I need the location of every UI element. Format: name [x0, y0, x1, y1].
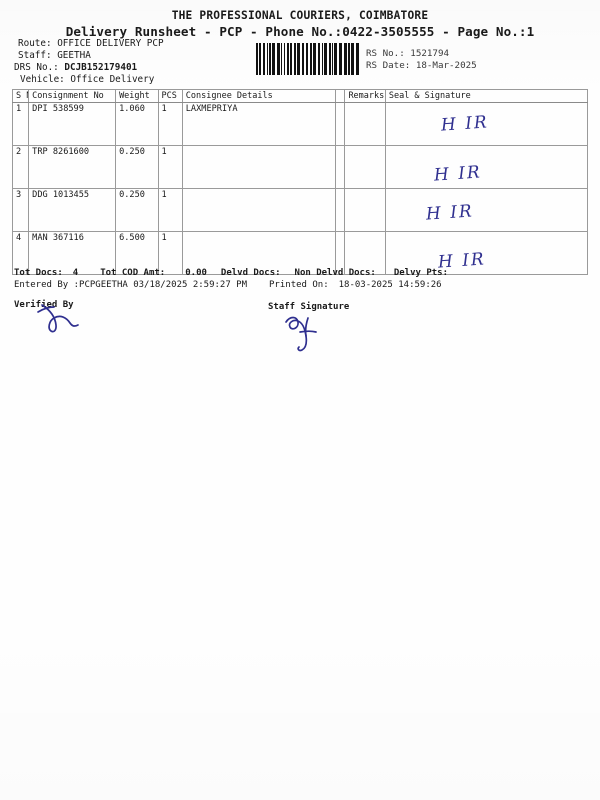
- cell-weight: 6.500: [115, 231, 159, 275]
- table-row: 2 TRP 8261600 0.250 1 H IR: [11, 145, 589, 189]
- delvy-pts-label: Delvy Pts:: [393, 268, 448, 278]
- rs-no-value: 1521794: [410, 48, 450, 59]
- tot-docs-label: Tot Docs:: [14, 268, 63, 278]
- vehicle-label: Vehicle:: [20, 74, 65, 85]
- entered-by-label: Entered By :: [14, 280, 80, 290]
- route-label: Route:: [18, 38, 52, 49]
- cell-pcs: 1: [157, 102, 183, 146]
- cell-weight: 0.250: [115, 145, 159, 189]
- rs-date-value: 18-Mar-2025: [415, 60, 477, 71]
- column-header-consignment-no: Consignment No: [28, 89, 117, 103]
- cell-blank: [335, 102, 346, 146]
- staff-signature-label: Staff Signature: [268, 302, 350, 312]
- cell-s-no: 4: [11, 231, 30, 275]
- cell-seal-signature: H IR: [384, 188, 589, 232]
- vehicle-field: Vehicle: Office Delivery: [20, 74, 154, 85]
- column-header-consignee-details: Consignee Details: [181, 89, 337, 103]
- column-header-remarks: Remarks: [344, 89, 386, 103]
- cell-seal-signature: H IR: [384, 145, 589, 189]
- table-row: 1 DPI 538599 1.060 1 LAXMEPRIYA H IR: [11, 102, 589, 146]
- column-header-pcs: PCS: [157, 89, 183, 103]
- printed-on-label: Printed On:: [269, 280, 329, 290]
- cell-pcs: 1: [157, 145, 183, 189]
- cell-seal-signature: H IR: [384, 102, 589, 146]
- footer-row: Entered By :PCPGEETHA 03/18/2025 2:59:27…: [14, 280, 442, 290]
- consignment-table: S No Consignment No Weight PCS Consignee…: [11, 89, 589, 275]
- cell-pcs: 1: [157, 188, 183, 232]
- non-delvd-docs-label: Non Delvd Docs:: [294, 268, 376, 278]
- cell-blank: [335, 188, 346, 232]
- tot-cod-amt-value: 0.00: [185, 268, 207, 278]
- staff-signature-mark: [285, 316, 317, 352]
- totals-row: Tot Docs: 4 Tot COD Amt: 0.00 Delvd Docs: Non…: [14, 268, 448, 278]
- verified-by-label: Verified By: [14, 300, 74, 310]
- delvd-docs-label: Delvd Docs:: [220, 268, 281, 278]
- cell-remarks: [344, 231, 386, 275]
- cell-consignment-no: DDG 1013455: [28, 188, 117, 232]
- company-title: THE PROFESSIONAL COURIERS, COIMBATORE: [171, 9, 429, 22]
- cell-remarks: [344, 102, 386, 146]
- handwritten-signature-mark: H IR: [433, 162, 483, 186]
- cell-consignment-no: DPI 538599: [28, 102, 117, 146]
- cell-pcs: 1: [157, 231, 183, 275]
- cell-consignment-no: MAN 367116: [28, 231, 117, 275]
- cell-s-no: 2: [11, 145, 30, 189]
- cell-seal-signature: H IR: [384, 231, 589, 275]
- route-field: Route: OFFICE DELIVERY PCP: [18, 38, 164, 49]
- column-header-seal-signature: Seal & Signature: [384, 89, 589, 103]
- column-header-weight: Weight: [115, 89, 159, 103]
- drs-no-label: DRS No.:: [14, 62, 59, 73]
- staff-field: Staff: GEETHA: [18, 50, 91, 61]
- drs-no-value: DCJB152179401: [64, 62, 138, 73]
- cell-consignee-details: LAXMEPRIYA: [181, 102, 337, 146]
- drs-no-field: DRS No.: DCJB152179401: [14, 62, 137, 73]
- cell-consignee-details: [181, 188, 337, 232]
- column-header-blank: [335, 89, 346, 103]
- cell-weight: 1.060: [115, 102, 159, 146]
- cell-s-no: 3: [11, 188, 30, 232]
- vehicle-value: Office Delivery: [70, 74, 155, 85]
- cell-blank: [335, 231, 346, 275]
- tot-docs-value: 4: [72, 268, 79, 278]
- sheet-title: Delivery Runsheet - PCP - Phone No.:0422…: [65, 24, 535, 39]
- rs-no-label: RS No.:: [366, 48, 405, 59]
- cell-consignee-details: [181, 231, 337, 275]
- verified-by-signature-mark: [37, 304, 79, 333]
- rs-date-field: RS Date: 18-Mar-2025: [366, 60, 477, 71]
- staff-value: GEETHA: [57, 50, 91, 61]
- cell-weight: 0.250: [115, 188, 159, 232]
- cell-consignment-no: TRP 8261600: [28, 145, 117, 189]
- cell-s-no: 1: [11, 102, 30, 146]
- rs-date-label: RS Date:: [366, 60, 411, 71]
- handwritten-signature-mark: H IR: [425, 201, 475, 225]
- handwritten-signature-mark: H IR: [440, 112, 490, 136]
- table-header-row: S No Consignment No Weight PCS Consignee…: [11, 89, 589, 103]
- route-value: OFFICE DELIVERY PCP: [57, 38, 164, 49]
- cell-consignee-details: [181, 145, 337, 189]
- printed-on-value: 18-03-2025 14:59:26: [338, 280, 442, 290]
- cell-remarks: [344, 145, 386, 189]
- column-header-s-no: S No: [11, 89, 30, 103]
- rs-no-field: RS No.: 1521794: [366, 48, 449, 59]
- staff-label: Staff:: [18, 50, 52, 61]
- entered-by-value: PCPGEETHA 03/18/2025 2:59:27 PM: [79, 280, 248, 290]
- cell-blank: [335, 145, 346, 189]
- tot-cod-amt-label: Tot COD Amt:: [100, 268, 166, 278]
- table-row: 3 DDG 1013455 0.250 1 H IR: [11, 188, 589, 232]
- barcode-icon: [256, 43, 360, 75]
- table-row: 4 MAN 367116 6.500 1 H IR: [11, 231, 589, 275]
- cell-remarks: [344, 188, 386, 232]
